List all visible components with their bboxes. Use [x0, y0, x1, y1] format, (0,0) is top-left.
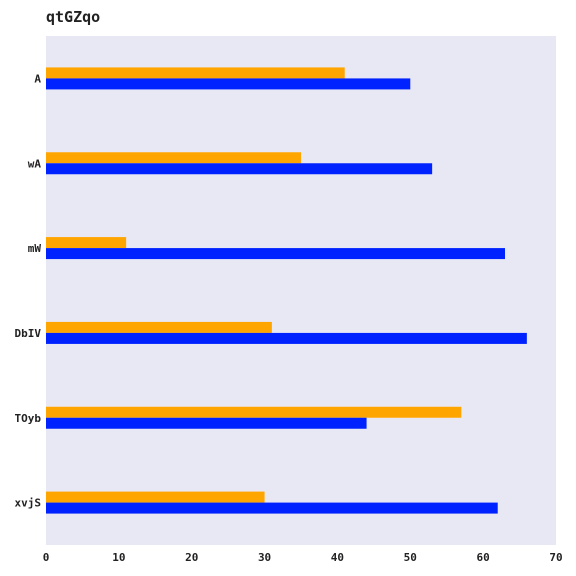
x-tick-label-40: 40 — [331, 551, 344, 564]
x-tick-label-60: 60 — [477, 551, 490, 564]
bar-xvjS-series-1 — [46, 491, 265, 503]
y-tick-label-TOyb: TOyb — [15, 412, 42, 425]
x-tick-label-10: 10 — [112, 551, 125, 564]
bar-A-series-1 — [46, 67, 345, 79]
y-tick-label-A: A — [34, 72, 41, 85]
bar-xvjS-series-2 — [46, 502, 498, 514]
bar-mW-series-2 — [46, 248, 505, 260]
bar-DbIV-series-1 — [46, 321, 272, 333]
bar-A-series-2 — [46, 78, 411, 90]
chart-title: qtGZqo — [46, 8, 101, 26]
bars-group — [46, 67, 527, 514]
bar-TOyb-series-1 — [46, 406, 462, 418]
bar-mW-series-1 — [46, 237, 127, 249]
y-tick-label-DbIV: DbIV — [15, 327, 42, 340]
x-tick-label-0: 0 — [43, 551, 50, 564]
x-tick-label-70: 70 — [549, 551, 562, 564]
y-tick-label-wA: wA — [28, 157, 42, 170]
bar-TOyb-series-2 — [46, 417, 367, 429]
bar-wA-series-2 — [46, 163, 433, 175]
x-tick-label-30: 30 — [258, 551, 271, 564]
x-tick-label-50: 50 — [404, 551, 417, 564]
bar-DbIV-series-2 — [46, 332, 527, 344]
y-tick-label-mW: mW — [28, 242, 42, 255]
bar-wA-series-1 — [46, 152, 301, 164]
y-tick-label-xvjS: xvjS — [15, 497, 42, 510]
plot-area — [46, 36, 556, 545]
x-axis-ticks: 0 10 20 30 40 50 60 70 — [43, 551, 563, 564]
x-tick-label-20: 20 — [185, 551, 198, 564]
y-axis-ticks: AwA mW DbIV TOyb xvjS — [15, 72, 42, 509]
